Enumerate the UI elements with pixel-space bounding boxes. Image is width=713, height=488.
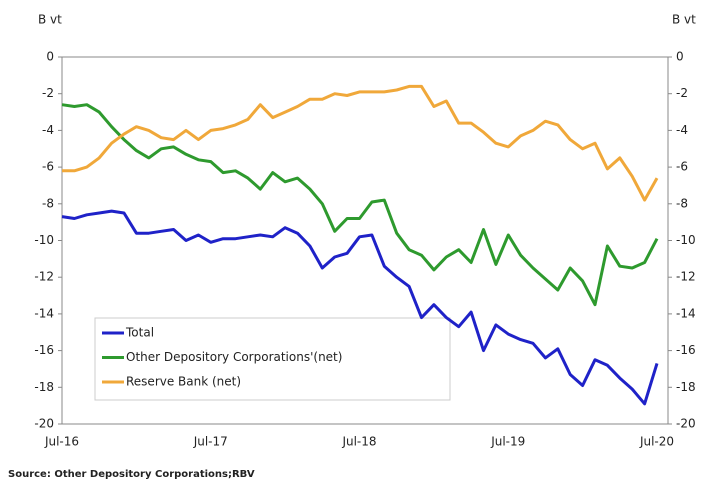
y2-tick-label: -8 <box>676 196 688 210</box>
series-line <box>61 209 659 406</box>
y-tick-label: -18 <box>34 380 54 394</box>
x-tick-label: Jul-16 <box>44 435 79 449</box>
y2-tick-label: -16 <box>676 343 696 357</box>
y2-tick-label: -18 <box>676 380 696 394</box>
y2-axis-label: B vt <box>672 13 696 27</box>
y-tick-label: -8 <box>42 196 54 210</box>
legend-label: Other Depository Corporations'(net) <box>126 350 342 364</box>
y-tick-label: 0 <box>46 50 54 64</box>
legend-label: Reserve Bank (net) <box>126 375 241 389</box>
y-tick-label: -20 <box>34 417 54 431</box>
y-tick-label: -2 <box>42 86 54 100</box>
series-line <box>62 84 659 202</box>
y2-tick-label: -14 <box>676 306 696 320</box>
y2-tick-label: -12 <box>676 270 696 284</box>
source-note: Source: Other Depository Corporations;RB… <box>8 469 255 480</box>
y2-tick-label: -4 <box>676 123 688 137</box>
y-tick-label: -16 <box>34 343 54 357</box>
legend-box <box>94 317 451 401</box>
y2-tick-label: -20 <box>676 417 696 431</box>
y2-tick-label: -2 <box>676 86 688 100</box>
x-tick-label: Jul-19 <box>490 435 525 449</box>
y-tick-label: -6 <box>42 160 54 174</box>
y-axis-label: B vt <box>38 13 62 27</box>
x-tick-label: Jul-17 <box>193 435 228 449</box>
y2-tick-label: -10 <box>676 233 696 247</box>
y-tick-label: -4 <box>42 123 54 137</box>
x-tick-label: Jul-18 <box>341 435 376 449</box>
series-line <box>61 103 659 307</box>
y2-tick-label: 0 <box>676 50 684 64</box>
legend-label: Total <box>125 326 154 340</box>
y-tick-label: -14 <box>34 306 54 320</box>
y-tick-label: -12 <box>34 270 54 284</box>
y-tick-label: -10 <box>34 233 54 247</box>
x-tick-label: Jul-20 <box>639 435 674 449</box>
y2-tick-label: -6 <box>676 160 688 174</box>
